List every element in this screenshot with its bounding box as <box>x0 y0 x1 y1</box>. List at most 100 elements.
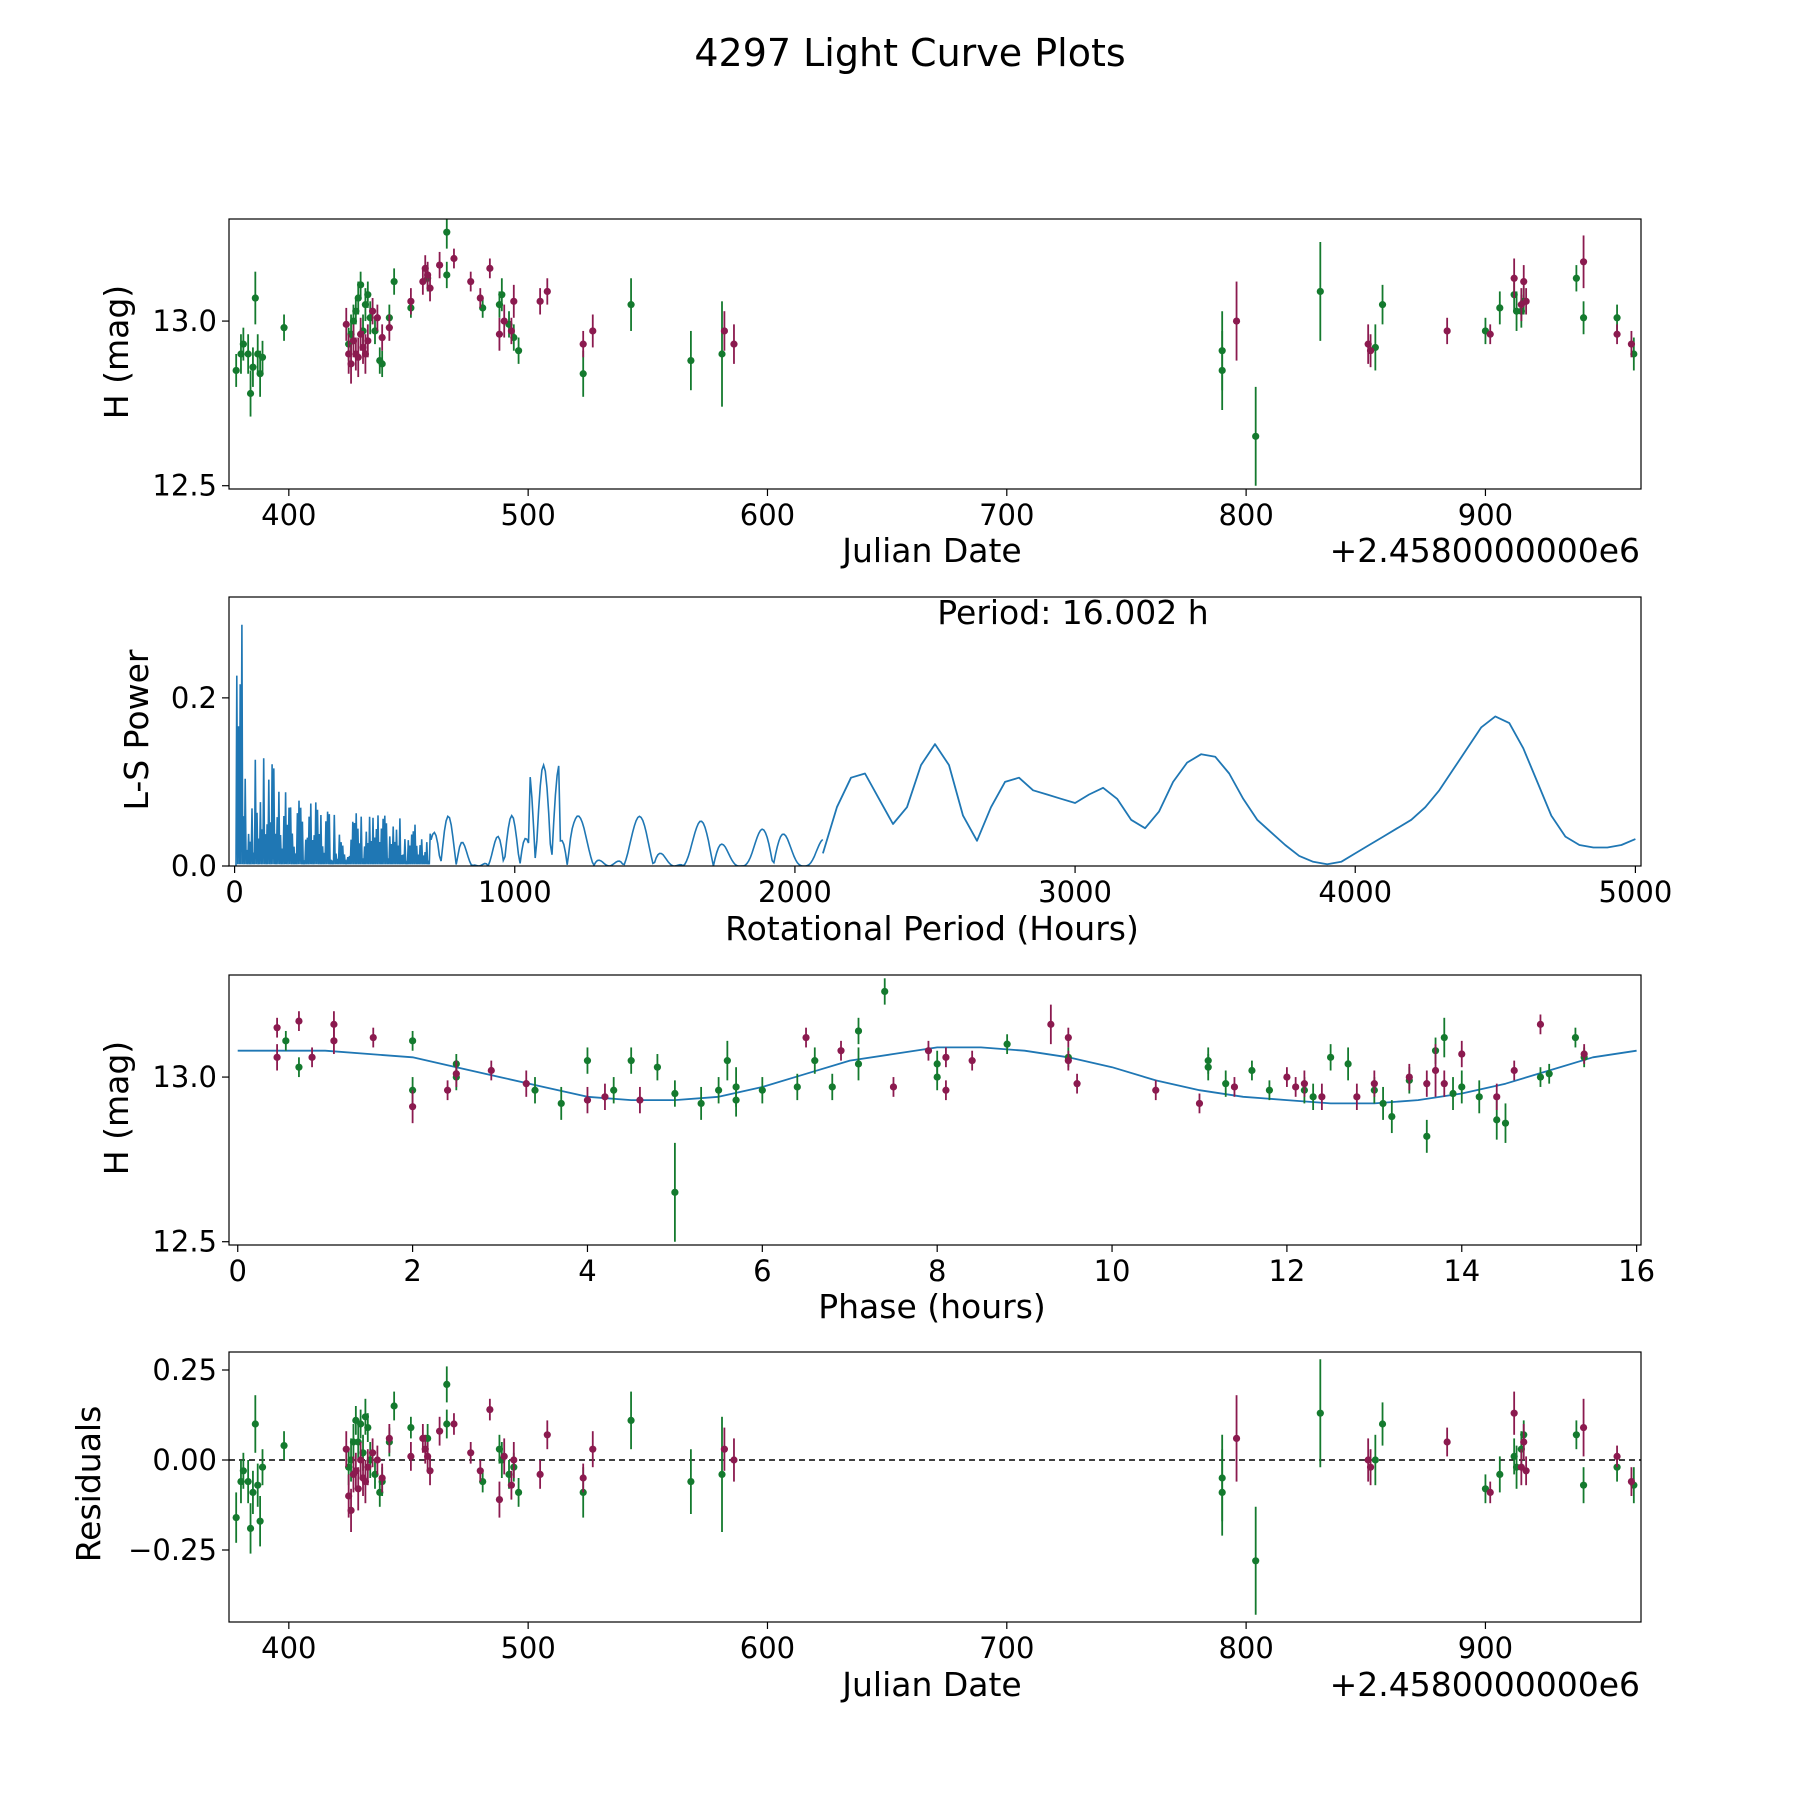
data-point <box>443 271 451 279</box>
data-point <box>1152 1086 1160 1094</box>
data-point <box>589 1445 597 1453</box>
data-point <box>627 1057 635 1065</box>
data-point <box>730 1456 738 1464</box>
data-point <box>426 1467 434 1475</box>
x-axis-offset-label: +2.4580000000e6 <box>1330 1665 1640 1704</box>
data-point <box>1047 1020 1055 1028</box>
data-point <box>1248 1066 1256 1075</box>
data-point <box>1579 1424 1588 1432</box>
data-point <box>467 277 475 286</box>
data-point <box>256 1517 264 1525</box>
y-tick-label: 13.0 <box>152 1060 217 1094</box>
axes-frame <box>228 1351 1642 1623</box>
x-tick-label: 900 <box>1458 1631 1513 1665</box>
data-point <box>436 1427 444 1435</box>
data-point <box>1522 1467 1530 1475</box>
data-point <box>1571 1033 1580 1042</box>
data-point <box>249 363 257 371</box>
data-point <box>357 281 365 289</box>
data-point <box>543 1431 551 1439</box>
data-point <box>280 324 288 332</box>
data-point <box>330 1020 338 1028</box>
data-point <box>409 1037 417 1045</box>
data-point <box>536 1470 544 1478</box>
figure-title: 4297 Light Curve Plots <box>694 31 1125 75</box>
data-point <box>718 350 726 358</box>
data-point <box>409 1103 417 1111</box>
data-point <box>1520 277 1528 286</box>
data-point <box>653 1063 662 1071</box>
data-point <box>828 1083 836 1091</box>
data-point <box>232 366 240 375</box>
data-point <box>373 314 381 322</box>
plot-area <box>232 219 1638 486</box>
data-point <box>507 327 515 335</box>
model-fit-line <box>237 1046 1637 1105</box>
data-point <box>1064 1033 1072 1042</box>
data-point <box>837 1047 845 1055</box>
data-point <box>1423 1080 1431 1088</box>
data-point <box>1316 1409 1324 1417</box>
data-point <box>282 1037 290 1045</box>
data-point <box>732 1083 740 1091</box>
data-point <box>636 1096 644 1104</box>
periodogram-line <box>822 715 1636 866</box>
x-tick-label: 600 <box>740 498 795 532</box>
data-point <box>1458 1050 1466 1058</box>
data-point <box>354 1485 362 1493</box>
data-point <box>443 1420 451 1428</box>
x-tick-label: 500 <box>500 1631 555 1665</box>
x-tick-label: 800 <box>1218 1631 1273 1665</box>
data-point <box>1195 1099 1204 1108</box>
data-point <box>450 254 458 263</box>
data-point <box>232 1514 240 1522</box>
data-point <box>1353 1093 1361 1101</box>
data-point <box>610 1086 618 1094</box>
data-point <box>378 1474 386 1482</box>
data-point <box>687 1478 695 1486</box>
data-point <box>390 1402 398 1410</box>
data-point <box>1475 1093 1483 1101</box>
data-point <box>1378 301 1387 309</box>
x-axis-offset-label: +2.4580000000e6 <box>1330 531 1640 570</box>
data-point <box>1370 1080 1378 1088</box>
data-point <box>1316 287 1324 296</box>
data-point <box>793 1083 801 1091</box>
data-point <box>495 1496 504 1504</box>
data-point <box>589 327 597 335</box>
data-point <box>239 1467 247 1475</box>
data-point <box>407 1424 415 1432</box>
data-point <box>443 1380 451 1388</box>
x-axis-label: Phase (hours) <box>818 1287 1046 1326</box>
data-point <box>407 1452 415 1460</box>
data-point <box>487 1066 495 1075</box>
data-point <box>889 1083 898 1091</box>
data-point <box>697 1099 705 1108</box>
data-point <box>933 1073 941 1081</box>
data-point <box>627 1416 635 1424</box>
data-point <box>1493 1093 1501 1101</box>
data-point <box>671 1089 679 1098</box>
data-point <box>514 1488 523 1496</box>
data-point <box>1579 1481 1588 1489</box>
data-point <box>450 1420 458 1428</box>
data-point <box>390 277 398 286</box>
y-tick-label: −0.25 <box>128 1533 217 1567</box>
data-point <box>443 228 451 236</box>
data-point <box>1423 1132 1431 1140</box>
data-point <box>1366 1463 1375 1471</box>
data-point <box>730 340 738 348</box>
data-point <box>583 1057 592 1065</box>
y-tick-label: 12.5 <box>152 469 217 503</box>
data-point <box>1265 1086 1274 1094</box>
data-point <box>1627 1478 1636 1486</box>
data-point <box>1230 1083 1239 1091</box>
x-tick-label: 10 <box>1094 1254 1131 1288</box>
x-tick-label: 700 <box>979 498 1034 532</box>
data-point <box>942 1086 950 1094</box>
data-point <box>811 1057 819 1065</box>
axes-frame <box>228 596 1642 867</box>
data-point <box>583 1096 592 1104</box>
data-point <box>500 1452 508 1460</box>
x-tick-label: 500 <box>500 498 555 532</box>
